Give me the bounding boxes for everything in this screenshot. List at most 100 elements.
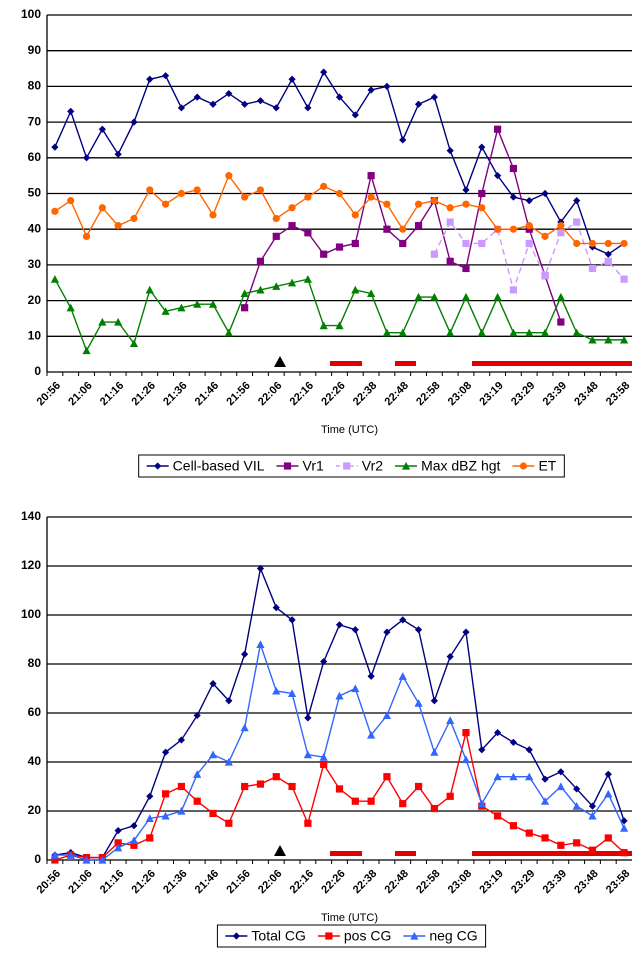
marker <box>382 711 392 720</box>
marker <box>232 932 241 940</box>
marker <box>335 621 344 629</box>
y-tick-label: 60 <box>28 150 42 164</box>
y-tick-label: 20 <box>28 803 42 817</box>
range-bar <box>395 361 416 366</box>
marker <box>525 328 534 337</box>
annotations-bottom <box>274 845 632 856</box>
marker <box>288 222 296 230</box>
event-marker <box>274 356 286 367</box>
y-tick-label: 0 <box>34 852 41 866</box>
marker <box>509 822 518 830</box>
marker <box>430 697 438 705</box>
series-line <box>54 174 625 245</box>
marker <box>50 851 60 859</box>
marker <box>177 736 185 744</box>
x-tick-label: 22:58 <box>414 868 442 896</box>
x-tick-label: 22:58 <box>414 380 442 408</box>
x-tick-label: 21:56 <box>224 868 252 896</box>
marker <box>588 802 597 810</box>
marker <box>241 650 249 658</box>
marker <box>383 82 391 90</box>
marker <box>320 250 328 258</box>
marker <box>240 289 249 298</box>
marker <box>620 849 628 857</box>
marker <box>414 699 423 707</box>
range-bar <box>330 361 362 366</box>
legend: Cell-based VIL Vr1 Vr2 Max dBZ hgt ET <box>138 454 565 478</box>
marker <box>288 204 296 212</box>
marker <box>319 321 328 330</box>
marker <box>256 780 265 788</box>
marker <box>225 89 233 98</box>
x-tick-label: 23:19 <box>477 868 505 896</box>
x-tick-label: 22:48 <box>383 380 411 408</box>
marker <box>98 317 107 326</box>
marker <box>256 564 265 573</box>
marker <box>193 300 202 308</box>
marker <box>494 225 502 233</box>
legend-label: ET <box>538 458 556 474</box>
marker <box>351 797 359 805</box>
marker <box>130 118 138 126</box>
legend-label: Cell-based VIL <box>173 458 265 474</box>
marker <box>588 846 597 854</box>
y-tick-label: 80 <box>28 656 42 670</box>
marker <box>619 335 629 344</box>
legend-item: Cell-based VIL <box>146 458 265 474</box>
x-axis-title: Time (UTC) <box>321 424 378 436</box>
marker <box>367 289 376 298</box>
legend-box <box>216 924 487 948</box>
x-tick-label: 22:38 <box>351 380 379 408</box>
x-tick-label: 21:16 <box>98 868 126 896</box>
marker <box>256 186 265 194</box>
marker <box>161 748 170 756</box>
y-tick-label: 100 <box>21 7 41 21</box>
marker <box>462 729 470 737</box>
marker <box>130 214 138 223</box>
legend: Total CG pos CG neg CG <box>216 924 487 948</box>
range-bar <box>395 851 416 856</box>
legend-label: neg CG <box>429 928 477 944</box>
marker <box>283 462 292 470</box>
marker <box>367 193 375 201</box>
x-tick-label: 22:16 <box>288 380 316 408</box>
x-tick-label: 22:26 <box>319 380 347 408</box>
x-tick-label: 21:06 <box>66 380 94 408</box>
y-tick-label: 120 <box>21 558 41 572</box>
marker <box>525 746 533 754</box>
marker <box>383 225 391 233</box>
marker <box>604 770 612 778</box>
marker <box>320 182 328 190</box>
marker <box>335 785 344 793</box>
marker <box>557 318 565 326</box>
marker <box>66 851 75 859</box>
marker <box>225 819 233 827</box>
marker <box>209 211 217 219</box>
x-tick-label: 22:06 <box>256 868 284 896</box>
marker <box>272 282 281 290</box>
marker <box>256 285 265 294</box>
marker <box>161 811 170 820</box>
y-tick-label: 10 <box>28 328 42 342</box>
marker <box>446 653 454 661</box>
marker <box>67 197 75 205</box>
marker <box>541 272 549 280</box>
marker <box>146 186 154 194</box>
marker <box>50 275 60 283</box>
marker <box>209 680 217 688</box>
x-tick-label: 23:29 <box>509 868 537 896</box>
marker <box>129 836 139 844</box>
legend-item: Total CG <box>225 928 306 944</box>
marker <box>241 193 249 201</box>
x-tick-label: 22:06 <box>256 380 284 408</box>
marker <box>303 275 312 283</box>
marker <box>272 773 280 781</box>
marker <box>399 136 407 144</box>
marker <box>129 339 139 348</box>
y-tick-label: 140 <box>21 509 41 523</box>
marker <box>225 697 233 705</box>
marker <box>161 200 170 208</box>
marker <box>114 317 123 326</box>
marker <box>604 335 613 344</box>
